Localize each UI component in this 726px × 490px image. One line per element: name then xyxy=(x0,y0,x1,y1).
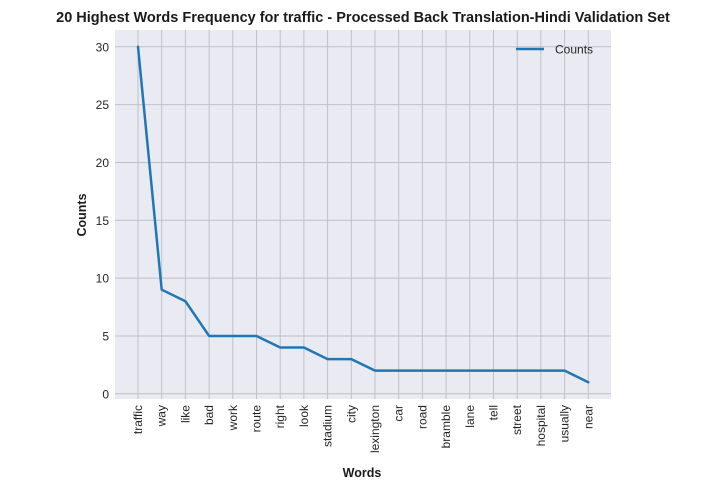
x-tick-label: work xyxy=(226,404,240,431)
x-tick-label: right xyxy=(273,404,287,428)
x-tick-label: bramble xyxy=(439,405,453,449)
y-tick-label: 5 xyxy=(102,329,109,343)
x-tick-labels: traffic way like bad work route right look stadi… xyxy=(131,404,595,453)
x-tick-label: car xyxy=(392,405,406,422)
series-line-counts xyxy=(136,45,590,384)
x-tick-label: road xyxy=(415,405,429,429)
x-tick-label: near xyxy=(581,405,595,429)
y-tick-label: 20 xyxy=(96,156,110,170)
x-tick-label: tell xyxy=(487,405,501,420)
y-tick-labels: 0 5 10 15 20 25 30 xyxy=(96,40,110,401)
x-tick-label: hospital xyxy=(534,405,548,446)
x-tick-label: city xyxy=(344,405,358,423)
x-tick-label: lexington xyxy=(368,405,382,453)
x-tick-label: stadium xyxy=(321,405,335,447)
plot-area xyxy=(115,30,611,399)
x-tick-label: usually xyxy=(558,405,572,442)
x-tick-label: traffic xyxy=(131,405,145,434)
legend: Counts xyxy=(516,43,593,57)
y-tick-label: 15 xyxy=(96,214,110,228)
x-tick-label: street xyxy=(510,404,524,435)
x-tick-label: lane xyxy=(463,405,477,428)
y-tick-label: 30 xyxy=(96,40,110,54)
grid xyxy=(115,30,611,399)
y-tick-label: 25 xyxy=(96,98,110,112)
x-tick-label: look xyxy=(297,404,311,427)
x-tick-label: like xyxy=(178,405,192,423)
x-axis-title: Words xyxy=(343,466,382,480)
y-axis-title: Counts xyxy=(75,193,89,236)
x-tick-label: route xyxy=(250,405,264,433)
legend-label: Counts xyxy=(555,43,593,57)
y-tick-label: 0 xyxy=(102,387,109,401)
chart-title: 20 Highest Words Frequency for traffic -… xyxy=(56,10,670,26)
x-tick-label: bad xyxy=(202,405,216,425)
y-tick-label: 10 xyxy=(96,272,110,286)
x-tick-label: way xyxy=(155,405,169,427)
